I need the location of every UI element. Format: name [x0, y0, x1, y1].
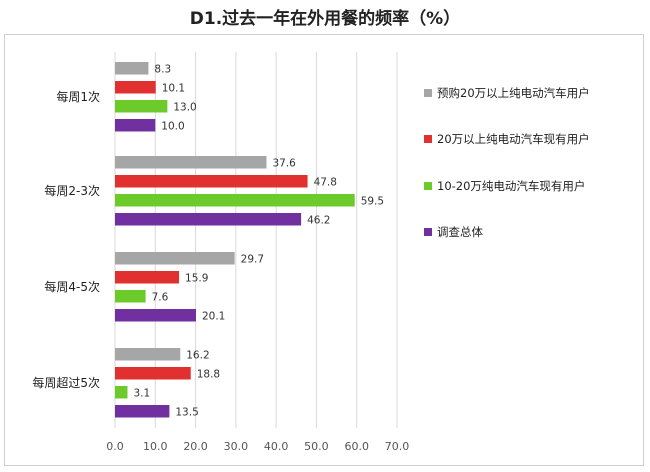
- bar: [115, 62, 149, 75]
- x-tick-label: 40.0: [264, 440, 289, 453]
- data-label: 13.5: [175, 407, 198, 419]
- x-tick-label: 30.0: [224, 440, 249, 453]
- data-label: 8.3: [154, 64, 171, 76]
- category-label: 每周4-5次: [44, 279, 100, 294]
- data-label: 10.1: [162, 83, 185, 95]
- bar: [115, 175, 308, 188]
- x-tick-label: 0.0: [106, 440, 124, 453]
- data-label: 3.1: [133, 388, 150, 400]
- bar: [115, 156, 267, 169]
- data-label: 47.8: [314, 177, 337, 189]
- chart-title: D1.过去一年在外用餐的频率（%）: [189, 9, 461, 29]
- legend-label: 20万以上纯电动汽车现有用户: [437, 132, 590, 146]
- bar: [115, 348, 181, 361]
- bar: [115, 367, 191, 380]
- bar: [115, 271, 180, 284]
- data-label: 37.6: [272, 158, 296, 170]
- x-tick-label: 50.0: [304, 440, 329, 453]
- data-label: 18.8: [197, 369, 220, 381]
- bar: [115, 309, 196, 322]
- bar: [115, 386, 128, 399]
- data-label: 7.6: [152, 292, 169, 304]
- category-label: 每周2-3次: [44, 183, 100, 198]
- bar: [115, 252, 235, 265]
- bar: [115, 81, 156, 94]
- legend-swatch: [424, 135, 432, 143]
- legend-swatch: [424, 228, 432, 236]
- category-label: 每周超过5次: [32, 375, 100, 390]
- data-label: 16.2: [186, 350, 209, 362]
- legend-label: 预购20万以上纯电动汽车用户: [437, 86, 590, 100]
- bar: [115, 194, 355, 207]
- legend-swatch: [424, 89, 432, 97]
- data-label: 29.7: [241, 254, 264, 266]
- chart-frame: [4, 34, 644, 466]
- legend-swatch: [424, 182, 432, 190]
- category-label: 每周1次: [56, 89, 100, 104]
- x-tick-label: 70.0: [385, 440, 410, 453]
- data-label: 10.0: [161, 121, 184, 133]
- bar: [115, 100, 168, 113]
- bar: [115, 119, 156, 132]
- data-label: 46.2: [307, 215, 330, 227]
- bar: [115, 405, 170, 418]
- bar: [115, 213, 302, 226]
- x-tick-label: 60.0: [344, 440, 369, 453]
- x-tick-label: 20.0: [183, 440, 208, 453]
- legend-label: 调查总体: [437, 225, 483, 239]
- bar: [115, 290, 146, 303]
- data-label: 13.0: [173, 102, 196, 114]
- data-label: 20.1: [202, 311, 225, 323]
- data-label: 59.5: [361, 196, 384, 208]
- data-label: 15.9: [185, 273, 208, 285]
- legend-label: 10-20万纯电动汽车现有用户: [437, 179, 585, 193]
- x-tick-label: 10.0: [143, 440, 168, 453]
